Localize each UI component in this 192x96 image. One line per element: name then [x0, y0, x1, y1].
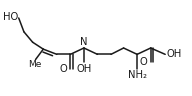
- Text: Me: Me: [28, 60, 41, 69]
- Text: HO: HO: [3, 12, 18, 22]
- Text: N: N: [80, 37, 88, 47]
- Text: OH: OH: [166, 49, 181, 59]
- Text: O: O: [139, 57, 147, 67]
- Text: NH₂: NH₂: [128, 70, 147, 80]
- Text: O: O: [59, 64, 67, 74]
- Text: OH: OH: [76, 64, 92, 74]
